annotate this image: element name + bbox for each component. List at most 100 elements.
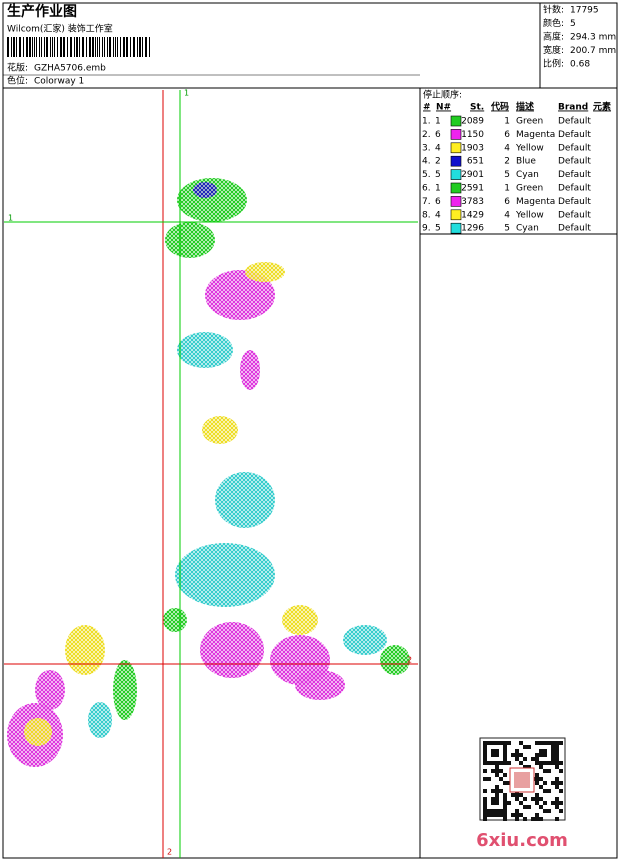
bar-stripe [74, 37, 75, 57]
qr-cell [543, 761, 547, 765]
qr-cell [555, 757, 559, 761]
stop-number: 8. [422, 210, 431, 220]
qr-cell [515, 817, 519, 821]
qr-cell [499, 777, 503, 781]
qr-cell [523, 745, 527, 749]
qr-cell [499, 769, 503, 773]
qr-cell [551, 781, 555, 785]
brand: Default [558, 143, 591, 153]
qr-cell [483, 753, 487, 757]
qr-cell [543, 809, 547, 813]
qr-cell [503, 805, 507, 809]
code: 1 [504, 117, 510, 127]
qr-cell [495, 765, 499, 769]
qr-cell [555, 801, 559, 805]
bar-stripe [70, 37, 72, 57]
qr-cell [483, 761, 487, 765]
bar-stripe [133, 37, 135, 57]
qr-cell [503, 813, 507, 817]
qr-cell [491, 797, 495, 801]
bar-stripe [89, 37, 91, 57]
qr-cell [483, 757, 487, 761]
code: 6 [504, 197, 510, 207]
bar-stripe [117, 37, 118, 57]
qr-cell [511, 753, 515, 757]
color-swatch [450, 222, 462, 234]
stat-value: 200.7 mm [570, 46, 616, 56]
qr-cell [555, 753, 559, 757]
brand: Default [558, 184, 591, 194]
qr-cell [551, 761, 555, 765]
color-swatch [450, 129, 462, 140]
qr-cell [495, 813, 499, 817]
code: 6 [504, 130, 510, 140]
studio: Wilcom(汇家) 装饰工作室 [7, 23, 113, 35]
qr-cell [555, 761, 559, 765]
qr-cell [483, 809, 487, 813]
stat-value: 17795 [570, 6, 599, 16]
description: Cyan [516, 170, 539, 180]
brand: Default [558, 117, 591, 127]
qr-cell [535, 797, 539, 801]
qr-cell [539, 817, 543, 821]
qr-cell [535, 773, 539, 777]
watermark: 6xiu.com [476, 830, 568, 851]
stop-table: # N# St. 代码 描述 Brand 元素 1. 1 2089 1 Green Default 2. 6… [422, 101, 611, 234]
qr-cell [543, 769, 547, 773]
qr-cell [503, 745, 507, 749]
color-swatch [450, 169, 462, 180]
bar-stripe [54, 37, 55, 57]
qr-cell [551, 745, 555, 749]
qr-cell [531, 817, 535, 821]
qr-cell [487, 813, 491, 817]
stat-value: 294.3 mm [570, 33, 616, 43]
stop-number: 4. [422, 157, 431, 167]
stitches: 2089 [461, 117, 484, 127]
qr-cell [503, 741, 507, 745]
qr-cell [555, 797, 559, 801]
qr-cell [539, 749, 543, 753]
bar-stripe [95, 37, 96, 57]
qr-cell [539, 805, 543, 809]
stop-number: 5. [422, 170, 431, 180]
stitches: 1150 [461, 130, 484, 140]
qr-cell [495, 797, 499, 801]
qr-cell [515, 797, 519, 801]
needle: 6 [435, 197, 441, 207]
column-header: St. [470, 103, 484, 113]
column-header: Brand [558, 103, 588, 113]
bar-stripe [113, 37, 114, 57]
qr-cell [531, 797, 535, 801]
qr-cell [495, 789, 499, 793]
qr-cell [559, 801, 563, 805]
qr-cell [555, 749, 559, 753]
qr-cell [519, 761, 523, 765]
qr-cell [547, 769, 551, 773]
bar-stripe [63, 37, 65, 57]
qr-cell [535, 761, 539, 765]
stat-label: 高度: [543, 31, 564, 43]
qr-cell [495, 761, 499, 765]
bar-stripe [102, 37, 103, 57]
brand: Default [558, 130, 591, 140]
embroidery-design [7, 178, 410, 767]
qr-cell [503, 809, 507, 813]
stop-number: 6. [422, 184, 431, 194]
qr-cell [483, 813, 487, 817]
bar-stripe [50, 37, 51, 57]
qr-cell [523, 797, 527, 801]
qr-cell [519, 813, 523, 817]
code: 5 [504, 224, 510, 234]
stitches: 1903 [461, 143, 484, 153]
qr-cell [551, 749, 555, 753]
needle: 5 [435, 224, 441, 234]
qr-cell [535, 757, 539, 761]
bar-stripe [120, 37, 121, 57]
qr-cell [523, 805, 527, 809]
qr-cell [491, 769, 495, 773]
bar-stripe [16, 37, 17, 57]
qr-cell [515, 753, 519, 757]
code: 5 [504, 170, 510, 180]
description: Blue [516, 157, 536, 167]
stitches: 1296 [461, 224, 484, 234]
